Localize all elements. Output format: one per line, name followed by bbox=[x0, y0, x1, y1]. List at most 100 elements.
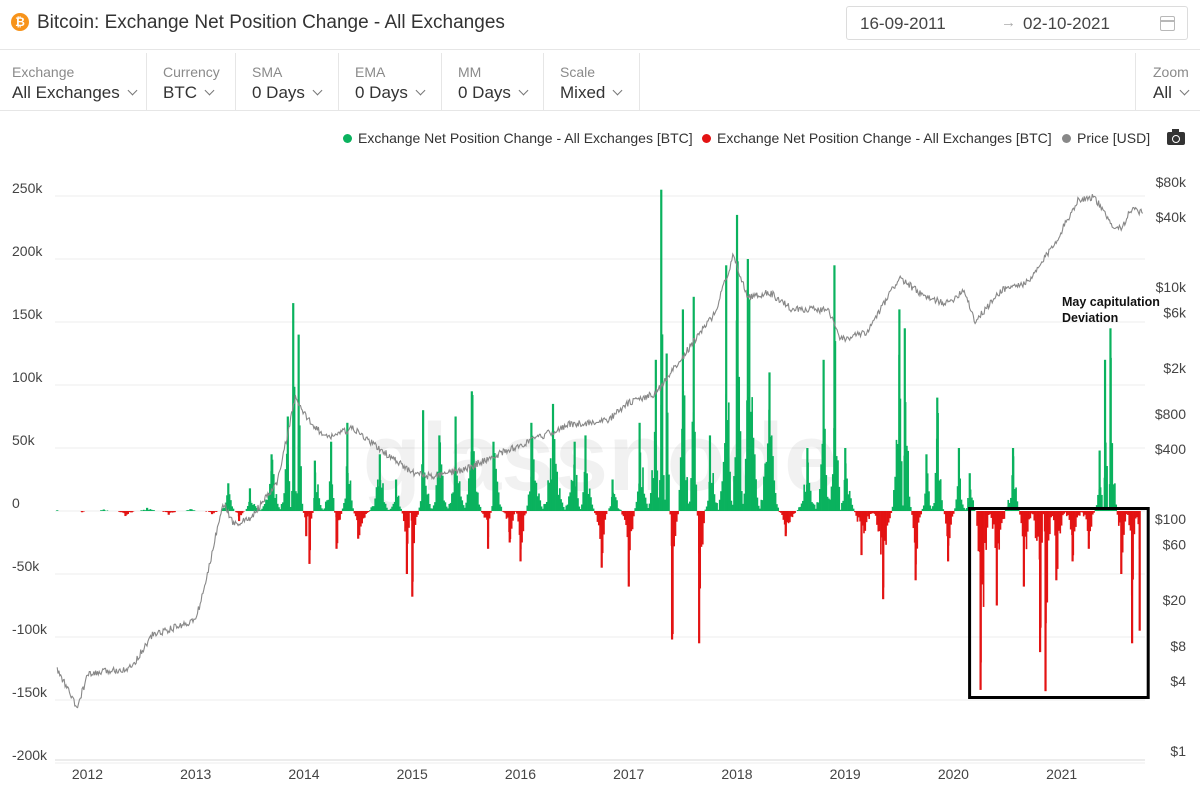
mm-dropdown[interactable]: MM 0 Days bbox=[442, 53, 544, 111]
net-position-bar bbox=[690, 478, 692, 511]
net-position-bar bbox=[452, 492, 455, 511]
filter-value[interactable]: 0 Days bbox=[458, 83, 529, 103]
date-to-input[interactable]: 02-10-2021 bbox=[1023, 14, 1110, 33]
net-position-bar bbox=[1101, 494, 1103, 511]
net-position-bar bbox=[900, 461, 903, 511]
net-position-bar bbox=[539, 500, 542, 511]
net-position-bar bbox=[293, 386, 296, 511]
net-position-bar bbox=[811, 502, 813, 511]
exchange-dropdown[interactable]: Exchange All Exchanges bbox=[0, 53, 147, 111]
chevron-down-icon bbox=[312, 85, 323, 96]
currency-dropdown[interactable]: Currency BTC bbox=[147, 53, 236, 111]
net-position-bar bbox=[232, 508, 235, 511]
filter-value[interactable]: BTC bbox=[163, 83, 215, 103]
net-position-bar bbox=[948, 511, 951, 539]
net-position-bar bbox=[850, 498, 852, 511]
net-position-bar bbox=[626, 511, 629, 538]
scale-dropdown[interactable]: Scale Mixed bbox=[544, 53, 640, 111]
net-position-bar bbox=[694, 431, 696, 511]
net-position-peak-bar bbox=[882, 511, 885, 600]
net-position-bar bbox=[1004, 509, 1007, 511]
y-right-tick-label: $20 bbox=[1163, 592, 1187, 608]
filter-value[interactable]: 0 Days bbox=[252, 83, 323, 103]
net-position-peak-bar bbox=[957, 448, 961, 511]
net-position-bar bbox=[579, 509, 582, 511]
net-position-bar bbox=[564, 509, 566, 511]
net-position-bar bbox=[872, 511, 874, 514]
net-position-bar bbox=[506, 511, 509, 518]
date-range-picker[interactable]: 16-09-2011 → 02-10-2021 bbox=[846, 6, 1188, 40]
date-from-input[interactable]: 16-09-2011 bbox=[860, 14, 946, 33]
net-position-bar bbox=[592, 508, 595, 511]
net-position-bar bbox=[854, 511, 856, 513]
x-tick-label: 2021 bbox=[1046, 766, 1077, 782]
net-position-bar bbox=[617, 508, 620, 511]
net-position-bar bbox=[331, 484, 334, 511]
net-position-bar bbox=[332, 498, 335, 511]
net-position-bar bbox=[960, 499, 963, 511]
net-position-bar bbox=[457, 483, 460, 511]
net-position-bar bbox=[990, 511, 993, 518]
net-position-bar bbox=[864, 511, 867, 531]
bitcoin-logo-icon: ₿ bbox=[11, 13, 29, 31]
net-position-bar bbox=[657, 497, 660, 511]
net-position-bar bbox=[1078, 511, 1081, 516]
calendar-icon[interactable] bbox=[1160, 16, 1175, 31]
net-position-peak-bar bbox=[297, 334, 300, 511]
y-axis-right: $80k $40k $10k $6k $2k $800 $400 $100 $60 $20 $8 $4… bbox=[1155, 174, 1187, 759]
net-position-bar bbox=[752, 437, 755, 511]
filter-value[interactable]: 0 Days bbox=[355, 83, 426, 103]
net-position-bar bbox=[257, 508, 260, 511]
net-position-bar bbox=[865, 511, 868, 523]
net-position-bar bbox=[867, 511, 869, 517]
net-position-bar bbox=[1034, 511, 1037, 539]
net-position-bar bbox=[634, 508, 637, 511]
filter-value[interactable]: All Exchanges bbox=[12, 83, 138, 103]
net-position-peak-bar bbox=[308, 511, 311, 564]
net-position-bar bbox=[743, 493, 746, 511]
net-position-bar bbox=[803, 484, 806, 511]
net-position-bar bbox=[856, 511, 859, 522]
net-position-bar bbox=[300, 466, 302, 511]
legend-dot-icon bbox=[343, 134, 352, 143]
net-position-bar bbox=[1030, 511, 1033, 514]
net-position-bar bbox=[558, 488, 561, 511]
net-position-bar bbox=[223, 507, 226, 511]
net-position-bar bbox=[621, 511, 624, 515]
net-position-peak-bar bbox=[833, 265, 836, 511]
legend-item-price[interactable]: Price [USD] bbox=[1062, 130, 1150, 146]
net-position-bar bbox=[653, 431, 656, 511]
net-position-peak-bar bbox=[698, 511, 701, 644]
ema-dropdown[interactable]: EMA 0 Days bbox=[339, 53, 442, 111]
zoom-dropdown[interactable]: Zoom All bbox=[1135, 53, 1200, 111]
net-position-bar bbox=[465, 502, 468, 511]
net-position-peak-bar bbox=[1087, 511, 1090, 549]
net-position-bar bbox=[618, 509, 621, 511]
sma-dropdown[interactable]: SMA 0 Days bbox=[236, 53, 339, 111]
legend-item-positive[interactable]: Exchange Net Position Change - All Excha… bbox=[343, 130, 693, 146]
net-position-bar bbox=[1073, 511, 1076, 532]
net-position-bar bbox=[859, 511, 861, 522]
filter-value[interactable]: All bbox=[1153, 83, 1190, 103]
net-position-bar bbox=[556, 471, 559, 511]
legend-item-negative[interactable]: Exchange Net Position Change - All Excha… bbox=[702, 130, 1052, 146]
net-position-bar bbox=[291, 490, 293, 511]
net-position-bar bbox=[266, 499, 269, 511]
net-position-bar bbox=[577, 498, 579, 511]
net-position-bar bbox=[361, 511, 364, 524]
filter-value[interactable]: Mixed bbox=[560, 83, 623, 103]
net-position-bar bbox=[786, 511, 789, 523]
net-position-bar bbox=[895, 439, 898, 511]
net-position-bar bbox=[755, 479, 757, 511]
net-position-bar bbox=[207, 511, 210, 512]
net-position-bar bbox=[375, 487, 378, 511]
net-position-bar bbox=[921, 508, 924, 511]
net-position-bar bbox=[760, 499, 763, 511]
net-position-bar bbox=[955, 499, 958, 511]
camera-icon[interactable] bbox=[1167, 129, 1185, 145]
net-position-bar bbox=[324, 501, 327, 511]
net-position-peak-bar bbox=[357, 511, 360, 539]
net-position-bar bbox=[777, 507, 780, 511]
net-position-bar bbox=[761, 500, 764, 511]
net-position-bar bbox=[482, 511, 484, 514]
